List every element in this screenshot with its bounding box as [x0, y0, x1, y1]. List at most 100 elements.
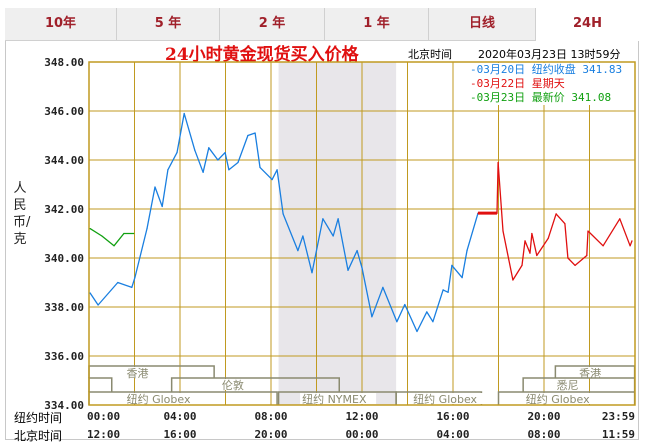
data-point [259, 166, 261, 168]
x-tick-label: 20:00 [527, 410, 560, 423]
data-point [194, 149, 196, 151]
data-point [356, 250, 358, 252]
session-label-bg [300, 393, 377, 404]
session-label-bg [577, 367, 600, 378]
data-point [524, 240, 526, 242]
data-point [311, 272, 313, 274]
tab-24h[interactable]: 24H [536, 8, 639, 41]
x-tick-label: 16:00 [163, 428, 196, 441]
data-point [134, 277, 136, 279]
session-label: 纽约 Globex [127, 392, 191, 406]
data-point [297, 250, 299, 252]
x-tick-label: 12:00 [87, 428, 120, 441]
data-point [447, 291, 449, 293]
session-label-bg [124, 393, 210, 404]
data-point [146, 228, 148, 230]
data-point [382, 286, 384, 288]
data-point [502, 230, 504, 232]
tab-2y[interactable]: 2 年 [220, 8, 325, 40]
data-point [133, 232, 135, 235]
session-box [88, 377, 113, 392]
y-tick-label: 346.00 [44, 105, 84, 118]
data-point [89, 292, 91, 294]
y-tick-label: 338.00 [44, 301, 84, 314]
session-label: 悉尼 [557, 379, 579, 392]
session-label: 香港 [579, 367, 601, 380]
shaded-period [278, 62, 397, 405]
data-point [547, 237, 549, 239]
data-point [404, 303, 406, 306]
legend-item-mar23: -03月23日 最新价 341.08 [470, 91, 612, 104]
x-tick-label: 08:00 [254, 410, 287, 423]
x-tick-label: 08:00 [527, 428, 560, 441]
data-point [347, 269, 349, 271]
x-tick-label: 04:00 [436, 428, 469, 441]
y-tick-label: 344.00 [44, 154, 84, 167]
session-label-bg [219, 379, 242, 390]
data-point [442, 289, 444, 291]
y-tick-label: 334.00 [44, 399, 84, 412]
data-point [602, 245, 604, 247]
data-point [167, 169, 169, 171]
data-point [247, 134, 249, 137]
chart-title: 24小时黄金现货买入价格 [165, 45, 359, 65]
tab-1y[interactable]: 1 年 [325, 8, 429, 40]
data-point [574, 264, 576, 266]
session-label-bg [554, 379, 577, 390]
x-tick-label: 16:00 [436, 410, 469, 423]
data-point [97, 304, 99, 306]
x-tick-label: 00:00 [87, 410, 120, 423]
series-line-03月20日 [89, 112, 479, 333]
session-label: 纽约 NYMEX [302, 392, 367, 406]
data-point [521, 264, 523, 266]
session-label: 纽约 Globex [413, 392, 477, 406]
data-point [131, 286, 133, 288]
x-tick-label: 12:00 [345, 410, 378, 423]
data-point [154, 186, 156, 188]
tab-5y[interactable]: 5 年 [117, 8, 220, 40]
timestamp: 2020年03月23日 13时59分 [478, 48, 621, 61]
data-point [629, 245, 631, 247]
data-point [587, 230, 589, 232]
data-point [564, 223, 566, 225]
data-point [202, 171, 204, 173]
data-point [176, 152, 178, 154]
y-axis-label: 人民币/克 [13, 181, 31, 247]
data-point [161, 205, 163, 208]
y-tick-label: 340.00 [44, 252, 84, 265]
tab-10y[interactable]: 10年 [5, 8, 117, 40]
data-point [228, 169, 230, 171]
x-tick-label: 11:59 [602, 428, 635, 441]
period-tabs: 10年 5 年 2 年 1 年 日线 24H [5, 8, 639, 41]
x-tick-label: 00:00 [345, 428, 378, 441]
data-point [512, 279, 514, 281]
x-axis-bj-label: 北京时间 [14, 429, 63, 443]
x-tick-label: 20:00 [254, 428, 287, 441]
data-point [282, 213, 284, 215]
data-point [396, 321, 398, 323]
data-point [529, 252, 531, 254]
data-point [555, 213, 557, 215]
data-point [117, 281, 119, 284]
data-point [322, 218, 324, 220]
session-box [170, 377, 340, 392]
session-label: 伦敦 [222, 378, 244, 392]
data-point [217, 159, 219, 161]
data-point [371, 316, 373, 318]
data-point [451, 264, 453, 266]
data-point [224, 152, 226, 154]
data-point [536, 254, 538, 257]
tab-daily[interactable]: 日线 [429, 8, 536, 40]
data-point [619, 218, 621, 220]
data-point [89, 228, 91, 230]
session-box [88, 365, 215, 378]
series-line-03月23日 [89, 228, 134, 247]
data-point [497, 161, 499, 164]
data-point [631, 240, 633, 242]
data-point [276, 169, 278, 171]
data-point [586, 254, 588, 257]
data-point [237, 161, 239, 164]
data-point [416, 330, 418, 333]
data-point [302, 235, 304, 237]
